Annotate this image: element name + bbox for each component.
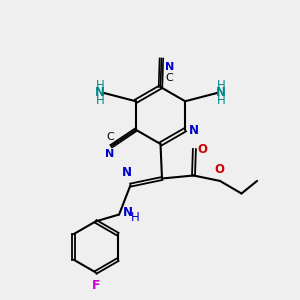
Text: N: N bbox=[123, 206, 133, 219]
Text: N: N bbox=[216, 86, 226, 99]
Text: H: H bbox=[95, 79, 104, 92]
Text: H: H bbox=[217, 94, 226, 107]
Text: N: N bbox=[189, 124, 199, 137]
Text: C: C bbox=[165, 73, 173, 83]
Text: N: N bbox=[122, 166, 132, 179]
Text: F: F bbox=[92, 279, 100, 292]
Text: H: H bbox=[131, 211, 140, 224]
Text: H: H bbox=[95, 94, 104, 107]
Text: N: N bbox=[165, 62, 175, 72]
Text: C: C bbox=[106, 132, 114, 142]
Text: H: H bbox=[217, 79, 226, 92]
Text: O: O bbox=[214, 163, 224, 176]
Text: O: O bbox=[197, 142, 207, 156]
Text: N: N bbox=[95, 86, 105, 99]
Text: N: N bbox=[105, 149, 115, 159]
